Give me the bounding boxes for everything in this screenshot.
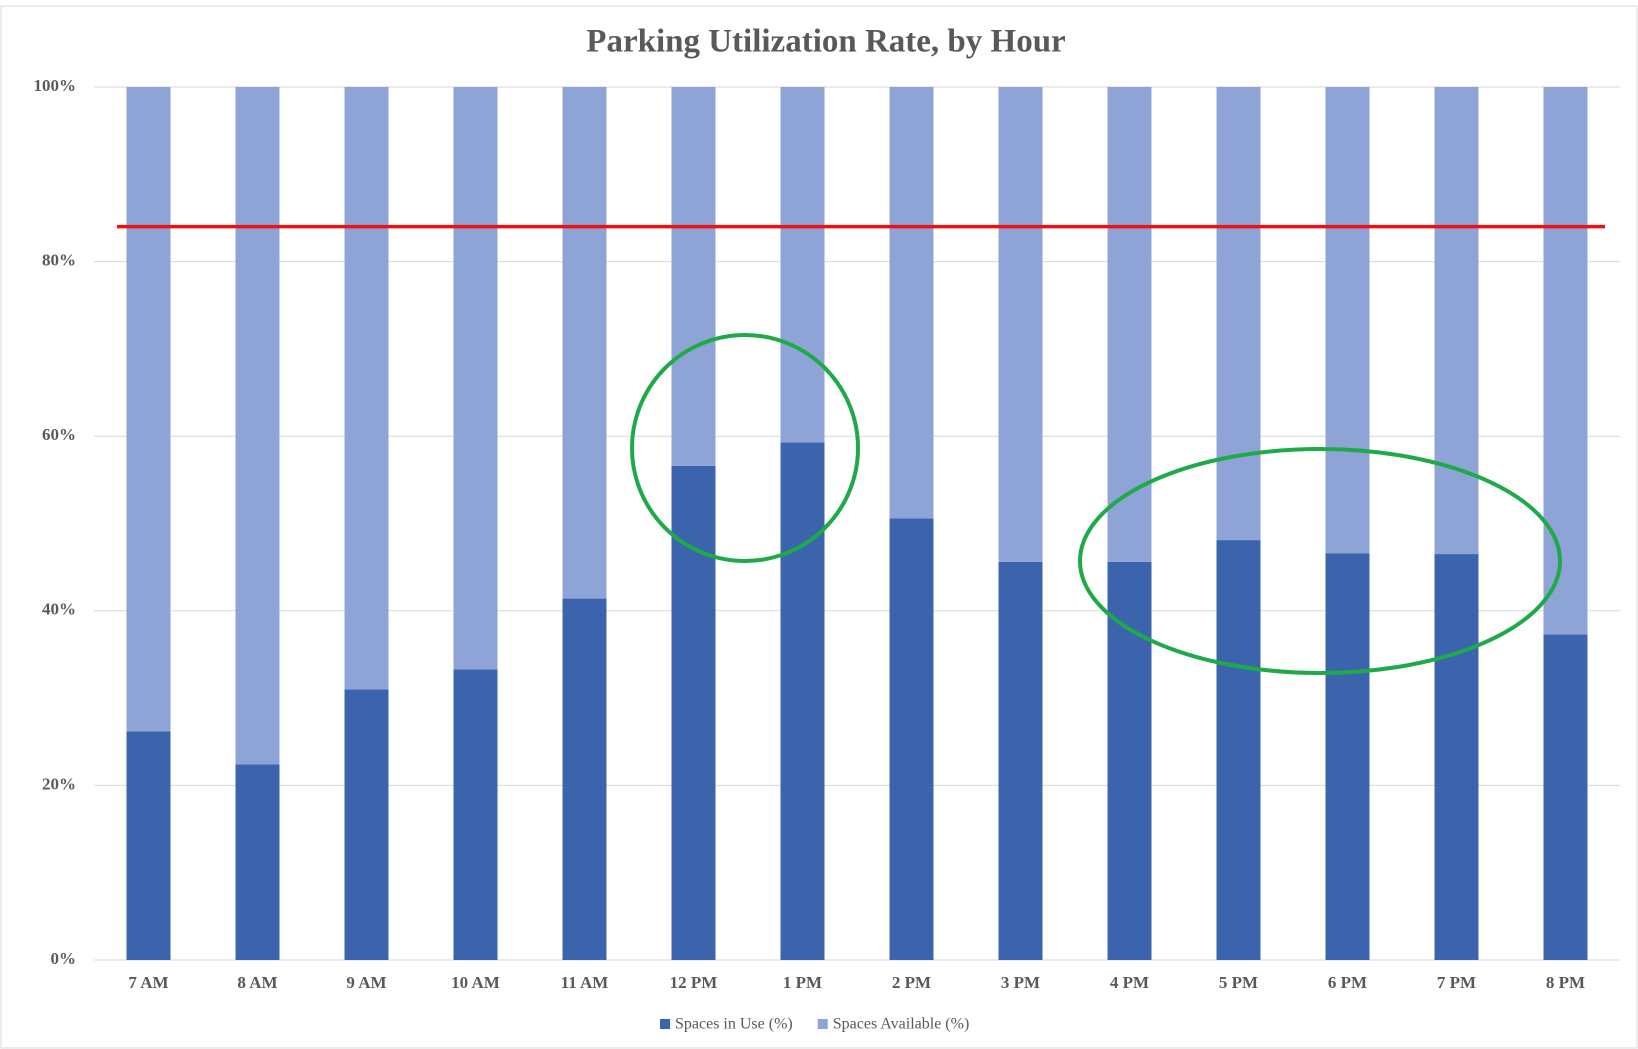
x-tick-label: 12 PM xyxy=(670,973,718,992)
y-tick-label: 0% xyxy=(51,949,77,968)
bar-segment xyxy=(1216,540,1261,960)
x-tick-label: 9 AM xyxy=(346,973,386,992)
bar-segment xyxy=(998,561,1043,960)
y-tick-label: 40% xyxy=(42,600,76,619)
y-tick-label: 60% xyxy=(42,425,76,444)
legend-label: Spaces in Use (%) xyxy=(675,1016,793,1033)
bar-segment xyxy=(889,518,934,960)
x-tick-label: 6 PM xyxy=(1328,973,1367,992)
bar-segment xyxy=(1434,87,1479,555)
bar-segment xyxy=(671,87,716,466)
highlight-ellipse xyxy=(630,333,860,563)
x-tick-label: 8 PM xyxy=(1546,973,1585,992)
x-tick-label: 7 PM xyxy=(1437,973,1476,992)
bar-segment xyxy=(344,87,389,690)
bar-segment xyxy=(235,87,280,765)
bar-segment xyxy=(344,689,389,960)
bar-segment xyxy=(1434,554,1479,960)
bar-segment xyxy=(1216,87,1261,541)
bar-segment xyxy=(453,669,498,960)
bar-segment xyxy=(126,731,171,960)
bar-segment xyxy=(1107,561,1152,960)
x-tick-label: 11 AM xyxy=(561,973,609,992)
x-tick-label: 4 PM xyxy=(1110,973,1149,992)
bar-segment xyxy=(998,87,1043,562)
x-tick-label: 7 AM xyxy=(128,973,168,992)
bar-segment xyxy=(562,598,607,960)
bar-segment xyxy=(235,764,280,960)
x-tick-label: 10 AM xyxy=(451,973,500,992)
x-tick-label: 2 PM xyxy=(892,973,931,992)
y-tick-label: 100% xyxy=(34,76,77,95)
y-tick-label: 20% xyxy=(42,774,76,793)
bar-segment xyxy=(453,87,498,670)
bar-segment xyxy=(780,442,825,960)
bar-segment xyxy=(562,87,607,599)
bar-segment xyxy=(1325,87,1370,554)
y-tick-label: 80% xyxy=(42,251,76,270)
bar-segment xyxy=(780,87,825,443)
x-tick-label: 3 PM xyxy=(1001,973,1040,992)
legend-swatch xyxy=(817,1019,828,1029)
bar-segment xyxy=(126,87,171,732)
bar-segment xyxy=(1543,634,1588,960)
chart-title: Parking Utilization Rate, by Hour xyxy=(586,24,1065,60)
x-tick-label: 8 AM xyxy=(237,973,277,992)
x-tick-label: 5 PM xyxy=(1219,973,1258,992)
bar-segment xyxy=(1325,553,1370,960)
bar-segment xyxy=(1543,87,1588,635)
legend-label: Spaces Available (%) xyxy=(833,1016,970,1033)
legend-swatch xyxy=(660,1019,670,1029)
x-tick-label: 1 PM xyxy=(783,973,822,992)
bar-segment xyxy=(889,87,934,519)
highlight-ellipse xyxy=(1078,447,1562,675)
